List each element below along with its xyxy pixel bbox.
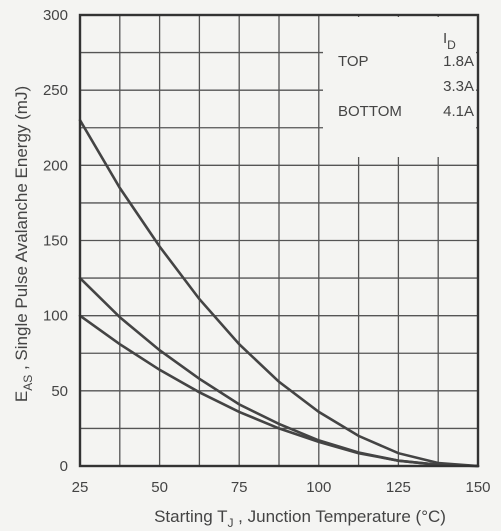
y-axis-title: EAS , Single Pulse Avalanche Energy (mJ) <box>12 86 35 402</box>
y-tick-label: 100 <box>43 308 68 325</box>
x-tick-label: 50 <box>151 479 168 496</box>
x-tick-label: 100 <box>306 479 331 496</box>
x-axis-title-unit: °C <box>421 507 440 526</box>
x-axis-title: Starting TJ , Junction Temperature (°C) <box>154 507 446 530</box>
x-tick-label: 150 <box>465 479 490 496</box>
x-axis-title-prefix: Starting T <box>154 507 227 526</box>
x-tick-label: 125 <box>386 479 411 496</box>
series-line-1 <box>78 118 480 468</box>
legend-label: BOTTOM <box>338 103 402 120</box>
legend-header-subscript: D <box>447 38 456 52</box>
y-axis-title-prefix: E <box>12 391 31 402</box>
legend-value: 3.3A <box>443 78 474 95</box>
y-tick-label: 200 <box>43 157 68 174</box>
x-tick-label: 75 <box>231 479 248 496</box>
legend-header: ID <box>443 30 456 52</box>
legend-value: 1.8A <box>443 53 474 70</box>
y-tick-label: 0 <box>60 458 68 475</box>
series-line-3 <box>78 314 480 468</box>
x-axis-title-close: ) <box>440 507 446 526</box>
tick-labels: 25 50 75 100 125 150 0 50 100 150 200 250 300 <box>43 7 491 496</box>
plot-frame <box>78 13 480 468</box>
legend-label: TOP <box>338 53 369 70</box>
legend-value: 4.1A <box>443 103 474 120</box>
y-axis-title-subscript: AS <box>21 375 35 391</box>
legend: ID TOP 1.8A 3.3A BOTTOM 4.1A <box>338 30 474 120</box>
x-tick-label: 25 <box>72 479 89 496</box>
y-tick-label: 50 <box>51 383 68 400</box>
series-group <box>78 118 480 468</box>
y-axis-title-suffix: , Single Pulse Avalanche Energy (mJ) <box>12 86 31 375</box>
legend-header-prefix: I <box>443 30 447 47</box>
x-axis-title-suffix: , Junction Temperature ( <box>233 507 421 526</box>
y-tick-label: 250 <box>43 82 68 99</box>
legend-background <box>323 17 476 157</box>
x-axis-title-subscript: J <box>227 516 233 530</box>
y-tick-label: 150 <box>43 233 68 250</box>
y-tick-label: 300 <box>43 7 68 24</box>
